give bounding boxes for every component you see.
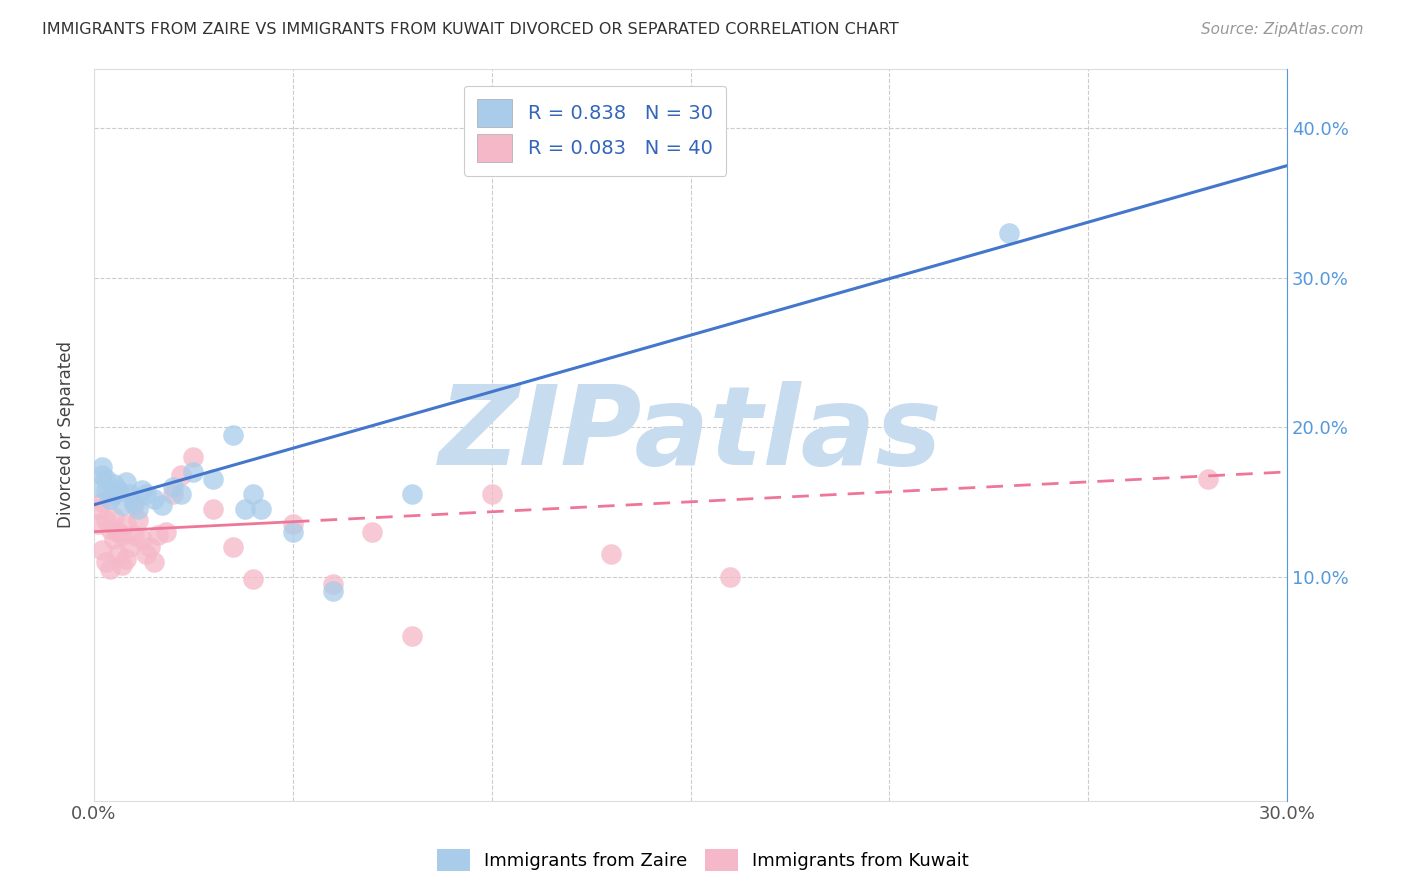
Point bbox=[127, 513, 149, 527]
Point bbox=[155, 524, 177, 539]
Point bbox=[183, 450, 205, 464]
Point bbox=[122, 495, 145, 509]
Point bbox=[94, 483, 117, 497]
Point bbox=[111, 527, 134, 541]
Point bbox=[94, 472, 117, 486]
Point bbox=[600, 547, 623, 561]
Point bbox=[718, 569, 741, 583]
Point bbox=[401, 487, 423, 501]
Point bbox=[94, 555, 117, 569]
Point bbox=[142, 555, 165, 569]
Point bbox=[114, 551, 136, 566]
Point bbox=[87, 480, 110, 494]
Point bbox=[122, 527, 145, 541]
Point bbox=[202, 502, 225, 516]
Point bbox=[233, 502, 256, 516]
Point bbox=[401, 629, 423, 643]
Point bbox=[281, 517, 304, 532]
Point bbox=[997, 226, 1019, 240]
Point bbox=[242, 487, 264, 501]
Point bbox=[142, 491, 165, 506]
Point bbox=[90, 495, 112, 509]
Point bbox=[118, 540, 141, 554]
Point bbox=[98, 562, 121, 576]
Point bbox=[131, 532, 153, 546]
Point bbox=[183, 465, 205, 479]
Y-axis label: Divorced or Separated: Divorced or Separated bbox=[58, 341, 75, 528]
Point bbox=[111, 498, 134, 512]
Point bbox=[1197, 472, 1219, 486]
Point bbox=[150, 498, 173, 512]
Legend: Immigrants from Zaire, Immigrants from Kuwait: Immigrants from Zaire, Immigrants from K… bbox=[430, 842, 976, 879]
Point bbox=[281, 524, 304, 539]
Point bbox=[162, 487, 184, 501]
Text: IMMIGRANTS FROM ZAIRE VS IMMIGRANTS FROM KUWAIT DIVORCED OR SEPARATED CORRELATIO: IMMIGRANTS FROM ZAIRE VS IMMIGRANTS FROM… bbox=[42, 22, 898, 37]
Point bbox=[87, 502, 110, 516]
Point bbox=[170, 487, 193, 501]
Point bbox=[107, 524, 129, 539]
Point bbox=[114, 517, 136, 532]
Point bbox=[202, 472, 225, 486]
Point bbox=[87, 517, 110, 532]
Point bbox=[222, 427, 245, 442]
Point bbox=[250, 502, 273, 516]
Point bbox=[135, 487, 157, 501]
Point bbox=[111, 558, 134, 572]
Point bbox=[107, 483, 129, 497]
Point bbox=[162, 480, 184, 494]
Point bbox=[114, 475, 136, 490]
Point bbox=[481, 487, 503, 501]
Text: Source: ZipAtlas.com: Source: ZipAtlas.com bbox=[1201, 22, 1364, 37]
Point bbox=[322, 584, 344, 599]
Point bbox=[222, 540, 245, 554]
Point bbox=[103, 509, 125, 524]
Point bbox=[361, 524, 384, 539]
Point bbox=[127, 502, 149, 516]
Point bbox=[103, 532, 125, 546]
Point bbox=[135, 547, 157, 561]
Point bbox=[90, 460, 112, 475]
Point bbox=[118, 487, 141, 501]
Point bbox=[94, 513, 117, 527]
Point bbox=[90, 542, 112, 557]
Point bbox=[103, 487, 125, 501]
Point bbox=[107, 547, 129, 561]
Point bbox=[138, 540, 160, 554]
Point bbox=[103, 476, 125, 491]
Point bbox=[170, 467, 193, 482]
Point bbox=[322, 577, 344, 591]
Text: ZIPatlas: ZIPatlas bbox=[439, 381, 942, 488]
Point bbox=[98, 491, 121, 506]
Point bbox=[131, 483, 153, 497]
Point bbox=[146, 527, 169, 541]
Legend: R = 0.838   N = 30, R = 0.083   N = 40: R = 0.838 N = 30, R = 0.083 N = 40 bbox=[464, 86, 727, 176]
Point bbox=[242, 573, 264, 587]
Point bbox=[122, 498, 145, 512]
Point bbox=[98, 522, 121, 536]
Point bbox=[90, 467, 112, 482]
